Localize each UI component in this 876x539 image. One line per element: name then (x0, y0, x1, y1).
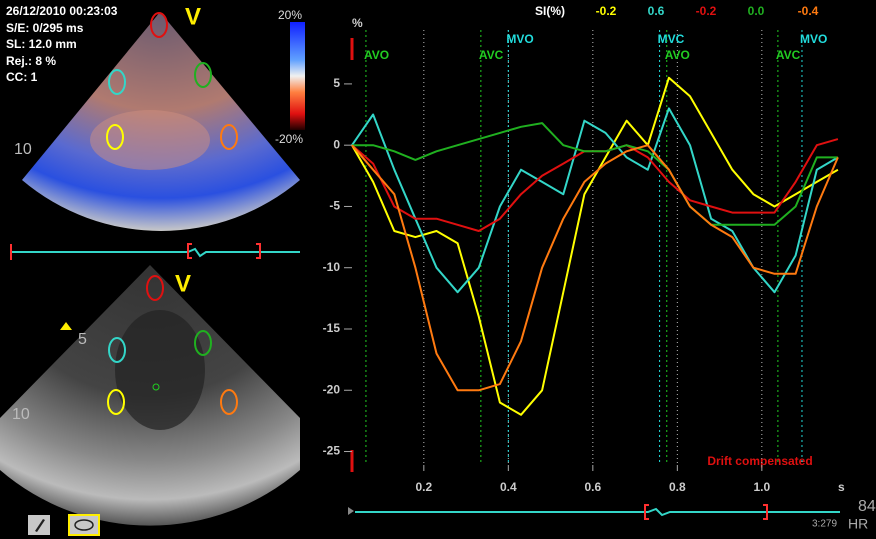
x-tick-label: 0.6 (584, 480, 601, 494)
strain-chart: % s SI(%) Drift compensated 5 0 -5 -10 -15 -2… (323, 4, 845, 494)
x-tick-label: 0.2 (415, 480, 432, 494)
depth-label: 10 (14, 141, 32, 158)
se: S/E: 0/295 ms (6, 21, 84, 35)
view-marker: V (175, 270, 191, 297)
sl: SL: 12.0 mm (6, 37, 77, 51)
y-tick-label: 0 (333, 137, 340, 151)
cc: CC: 1 (6, 70, 38, 84)
drift-note: Drift compensated (707, 454, 812, 468)
event-label: AVO (364, 48, 389, 62)
y-tick-label: -20 (323, 382, 341, 396)
depth-label: 10 (12, 406, 30, 423)
ecg-trace (10, 249, 300, 256)
y-tick-label: 5 (333, 76, 340, 90)
y-tick-label: -10 (323, 260, 341, 274)
x-tick-label: 1.0 (753, 480, 770, 494)
event-label: AVC (776, 48, 801, 62)
color-scale (290, 22, 305, 130)
strain-curve (352, 145, 838, 390)
event-label: MVC (658, 32, 685, 46)
cavity (115, 310, 205, 430)
scale-min: -20% (275, 132, 303, 146)
y-tick-label: -5 (329, 199, 340, 213)
play-marker (348, 507, 354, 515)
view-marker: V (185, 3, 201, 30)
x-tick-label: 0.4 (500, 480, 517, 494)
time: 3:279 (812, 519, 837, 530)
top-echo-view: 20% -20% V 10 26/12/2010 00:23:03 S/E: 0… (6, 3, 305, 231)
strain-curve (352, 78, 838, 415)
y-tick-label: -25 (323, 444, 341, 458)
ecg-strip (10, 244, 300, 260)
si-value: -0.4 (798, 4, 819, 18)
ellipse-tool[interactable] (69, 515, 99, 535)
si-label: SI(%) (535, 4, 565, 18)
scale-max: 20% (278, 8, 302, 22)
bottom-echo-view: V 5 10 (0, 265, 300, 526)
si-value: -0.2 (596, 4, 617, 18)
event-label: MVO (506, 32, 533, 46)
si-value: 0.6 (648, 4, 665, 18)
y-tick-label: -15 (323, 321, 341, 335)
si-value: 0.0 (748, 4, 765, 18)
event-label: MVO (800, 32, 827, 46)
strain-curve (352, 139, 838, 231)
event-label: AVO (665, 48, 690, 62)
screen: 20% -20% V 10 26/12/2010 00:23:03 S/E: 0… (0, 0, 876, 539)
orientation-marker (60, 322, 72, 330)
timeline: 84 3:279 HR (348, 498, 876, 531)
datetime: 26/12/2010 00:23:03 (6, 4, 118, 18)
hr-label: HR (848, 516, 868, 532)
hr-value: 84 (858, 498, 876, 515)
x-axis-label: s (838, 480, 845, 494)
depth-label: 5 (78, 331, 87, 348)
si-value: -0.2 (696, 4, 717, 18)
x-tick-label: 0.8 (669, 480, 686, 494)
y-axis-label: % (352, 16, 363, 30)
page: 20% -20% V 10 26/12/2010 00:23:03 S/E: 0… (0, 0, 876, 539)
event-label: AVC (479, 48, 504, 62)
toolbar (28, 515, 99, 535)
rej: Rej.: 8 % (6, 54, 56, 68)
